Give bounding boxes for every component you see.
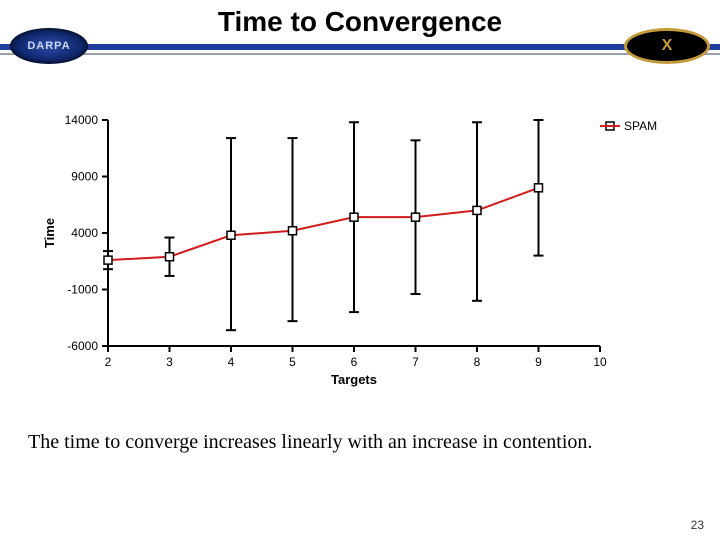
darpa-logo-text: DARPA [27,40,70,52]
svg-text:2: 2 [105,355,112,369]
darpa-logo: DARPA [10,28,88,64]
rule-blue [0,44,720,50]
svg-text:14000: 14000 [65,113,99,127]
caption-text: The time to converge increases linearly … [28,430,692,455]
program-logo: X [624,28,710,64]
slide-header: Time to Convergence DARPA X [0,0,720,80]
svg-text:5: 5 [289,355,296,369]
program-logo-text: X [662,37,673,55]
svg-text:9: 9 [535,355,542,369]
svg-text:9000: 9000 [71,170,98,184]
page-number: 23 [691,518,704,532]
svg-text:SPAM: SPAM [624,119,657,133]
svg-text:Time: Time [42,218,57,248]
svg-text:Targets: Targets [331,372,377,387]
page-title: Time to Convergence [0,0,720,38]
convergence-chart: -6000 -1000 4000 9000 14000 2 3 4 5 6 7 8 9 10 Targets… [40,110,680,390]
svg-text:4: 4 [228,355,235,369]
chart-svg: -6000 -1000 4000 9000 14000 2 3 4 5 6 7 8 9 10 Targets… [40,110,680,390]
svg-text:7: 7 [412,355,419,369]
svg-text:10: 10 [593,355,607,369]
rule-gray [0,53,720,55]
svg-text:3: 3 [166,355,173,369]
svg-text:-1000: -1000 [67,283,98,297]
svg-text:6: 6 [351,355,358,369]
title-rule [0,44,720,60]
svg-text:-6000: -6000 [67,339,98,353]
svg-text:8: 8 [474,355,481,369]
svg-text:4000: 4000 [71,226,98,240]
